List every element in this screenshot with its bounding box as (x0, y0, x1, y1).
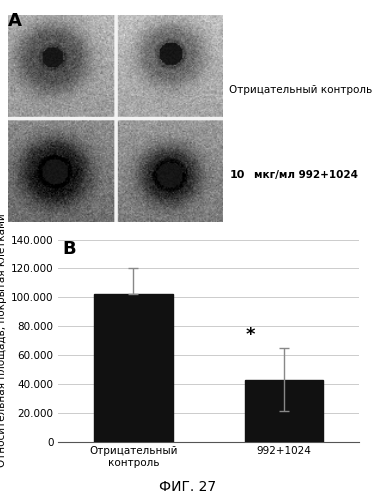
Text: A: A (8, 12, 21, 30)
Text: ФИГ. 27: ФИГ. 27 (159, 480, 217, 494)
Bar (94, 294, 173, 442)
Text: *: * (246, 326, 256, 344)
Bar (245, 380, 323, 442)
Text: мкг/мл 992+1024: мкг/мл 992+1024 (254, 170, 358, 180)
Text: Отрицательный контроль: Отрицательный контроль (229, 85, 373, 95)
Y-axis label: Относительная площадь, покрытая клетками: Относительная площадь, покрытая клетками (0, 214, 7, 468)
Text: 10: 10 (229, 170, 245, 180)
Text: B: B (63, 240, 76, 257)
